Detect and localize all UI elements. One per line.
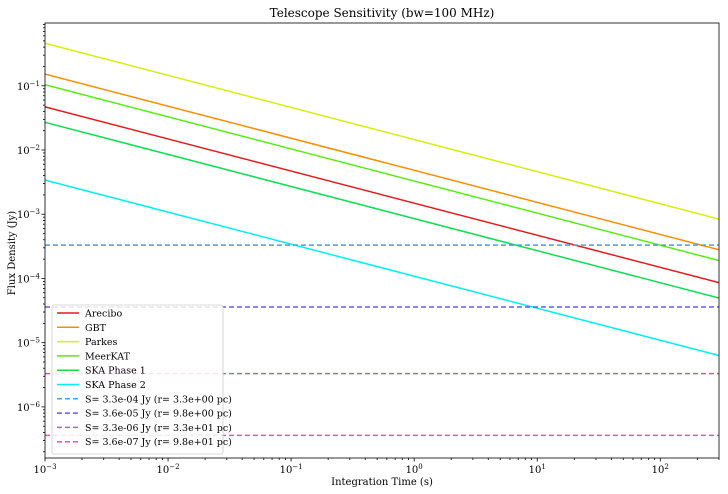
series-line-2 [45,73,719,251]
legend-label-4: MeerKAT [85,351,131,362]
legend-label-8: S= 3.6e-05 Jy (r= 9.8e+00 pc) [85,409,232,420]
series-line-3 [45,42,719,220]
y-axis-label: Flux Density (Jy) [7,211,18,296]
x-tick-label: 101 [529,463,546,476]
series-line-6 [45,179,719,357]
legend-label-10: S= 3.6e-07 Jy (r= 9.8e+01 pc) [85,437,232,448]
x-tick-label: 10−1 [280,463,303,476]
legend-label-9: S= 3.3e-06 Jy (r= 3.3e+01 pc) [85,423,232,434]
x-tick-label: 102 [652,463,669,476]
x-tick-label: 100 [406,463,423,476]
x-tick-label: 10−2 [157,463,180,476]
legend-label-3: Parkes [85,337,118,348]
series-group [45,42,719,437]
x-axis-label: Integration Time (s) [331,477,433,488]
axes-frame [44,22,720,459]
legend-label-7: S= 3.3e-04 Jy (r= 3.3e+00 pc) [85,394,232,405]
legend: Arecibo GBT Parkes MeerKAT SKA Phase 1 SKA Ph… [51,304,232,455]
legend-label-1: Arecibo [84,309,122,320]
legend-label-2: GBT [85,323,107,334]
x-tick-label: 10−3 [33,463,56,476]
y-tick-label: 10−5 [17,337,40,350]
legend-label-6: SKA Phase 2 [85,380,146,391]
chart-title: Telescope Sensitivity (bw=100 MHz) [270,6,495,20]
series-line-4 [45,83,719,262]
y-tick-label: 10−3 [17,208,40,221]
y-tick-label: 10−6 [17,401,41,414]
series-line-5 [45,121,719,299]
y-tick-label: 10−4 [17,272,41,285]
series-line-1 [45,106,719,284]
y-tick-label: 10−1 [17,80,40,93]
legend-label-5: SKA Phase 1 [85,366,146,377]
legend-box [51,304,224,455]
y-tick-label: 10−2 [17,144,40,157]
plot-area: 10−3 10−2 10−1 100 101 102 10−6 10−5 10−4 10−3 10−… [17,22,720,476]
